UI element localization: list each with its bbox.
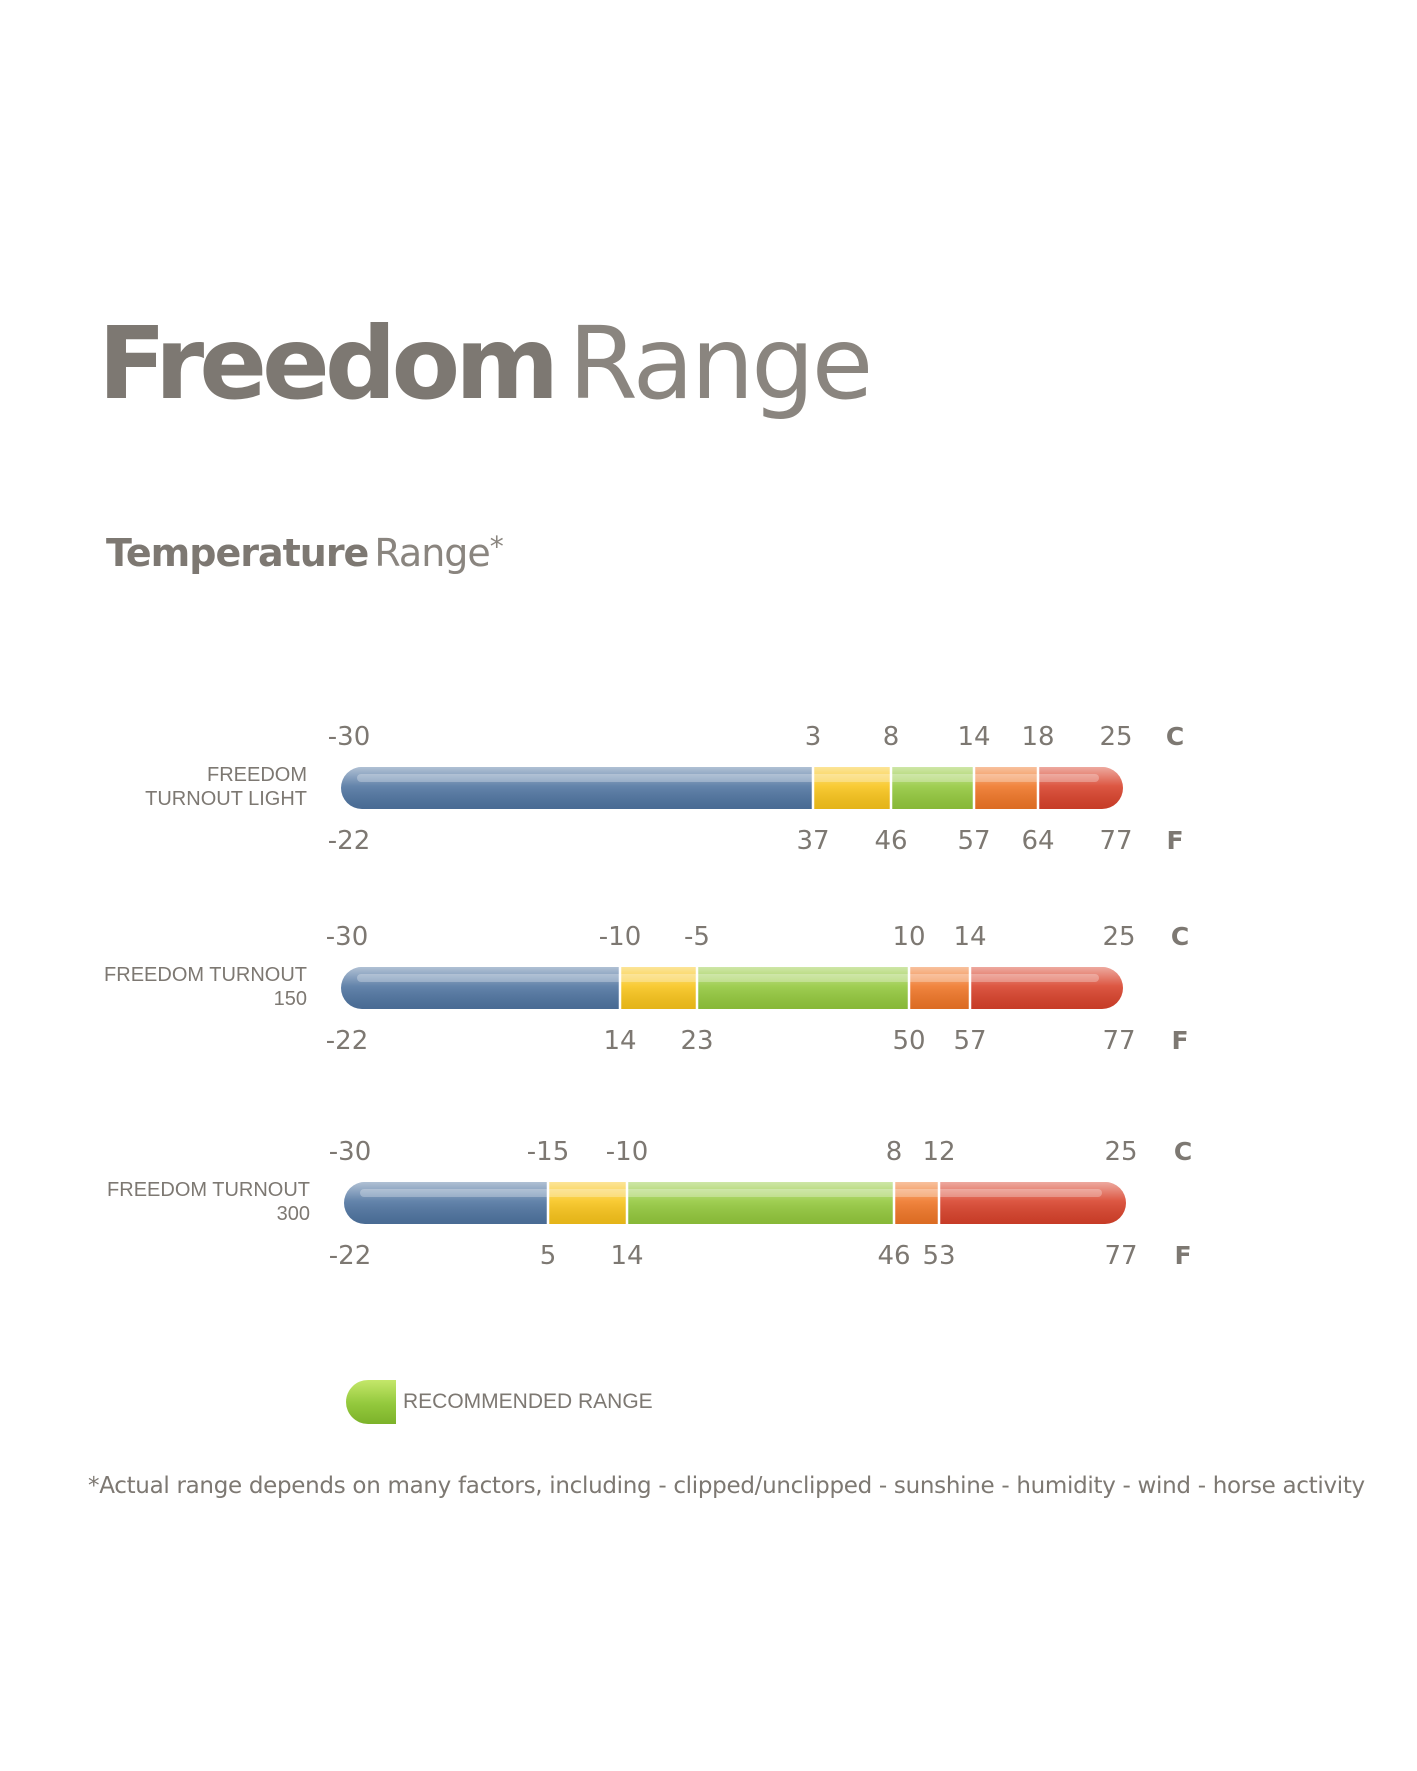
unit-label-fahrenheit: F	[1166, 826, 1183, 855]
celsius-tick-label: 18	[1021, 722, 1054, 752]
fahrenheit-tick-label: 64	[1021, 826, 1054, 856]
fahrenheit-tick-label: 5	[540, 1241, 557, 1271]
legend-label: RECOMMENDED RANGE	[403, 1390, 653, 1413]
fahrenheit-tick-label: 23	[680, 1026, 713, 1056]
row-label: FREEDOM TURNOUT	[104, 964, 307, 986]
subtitle-bold: Temperature	[106, 531, 369, 575]
fahrenheit-tick-label: -22	[328, 826, 370, 856]
title-light: Range	[568, 305, 873, 422]
fahrenheit-tick-label: -22	[326, 1026, 368, 1056]
celsius-tick-label: -30	[329, 1137, 371, 1167]
chart-subtitle: Temperature Range*	[106, 530, 504, 575]
range-bar	[344, 1182, 1126, 1224]
subtitle-light: Range	[374, 531, 490, 575]
celsius-tick-label: 25	[1099, 722, 1132, 752]
celsius-tick-label: 8	[883, 722, 900, 752]
celsius-tick-label: 8	[886, 1137, 903, 1167]
bar-gloss	[344, 1182, 1126, 1224]
footnote: *Actual range depends on many factors, i…	[88, 1473, 1365, 1499]
fahrenheit-tick-label: 46	[874, 826, 907, 856]
fahrenheit-tick-label: 14	[603, 1026, 636, 1056]
bar-highlight	[360, 1189, 1102, 1197]
unit-label-fahrenheit: F	[1171, 1026, 1188, 1055]
subtitle-footnote-mark: *	[489, 530, 504, 563]
row-label: FREEDOM	[207, 764, 307, 786]
unit-label-celsius: C	[1174, 1137, 1192, 1166]
title-bold: Freedom	[98, 305, 559, 422]
unit-label-fahrenheit: F	[1174, 1241, 1191, 1270]
fahrenheit-tick-label: -22	[329, 1241, 371, 1271]
fahrenheit-tick-label: 77	[1099, 826, 1132, 856]
fahrenheit-tick-label: 57	[953, 1026, 986, 1056]
celsius-tick-label: 10	[892, 922, 925, 952]
row-label: TURNOUT LIGHT	[145, 788, 307, 810]
fahrenheit-tick-label: 50	[892, 1026, 925, 1056]
celsius-tick-label: -30	[326, 922, 368, 952]
bar-highlight	[357, 774, 1099, 782]
fahrenheit-tick-label: 37	[796, 826, 829, 856]
fahrenheit-tick-label: 57	[957, 826, 990, 856]
celsius-tick-label: -10	[606, 1137, 648, 1167]
fahrenheit-tick-label: 14	[610, 1241, 643, 1271]
celsius-tick-label: -15	[527, 1137, 569, 1167]
fahrenheit-tick-label: 77	[1102, 1026, 1135, 1056]
bar-gloss	[341, 767, 1123, 809]
celsius-tick-label: -10	[599, 922, 641, 952]
celsius-tick-label: 12	[922, 1137, 955, 1167]
legend-swatch-recommended	[346, 1380, 396, 1424]
bar-highlight	[357, 974, 1099, 982]
row-label: 300	[277, 1203, 310, 1225]
celsius-tick-label: 14	[953, 922, 986, 952]
fahrenheit-tick-label: 53	[922, 1241, 955, 1271]
range-bar	[341, 767, 1123, 809]
unit-label-celsius: C	[1171, 922, 1189, 951]
range-bar	[341, 967, 1123, 1009]
row-label: 150	[274, 988, 307, 1010]
fahrenheit-tick-label: 77	[1104, 1241, 1137, 1271]
celsius-tick-label: -30	[328, 722, 370, 752]
celsius-tick-label: -5	[684, 922, 710, 952]
celsius-tick-label: 25	[1104, 1137, 1137, 1167]
celsius-tick-label: 25	[1102, 922, 1135, 952]
chart-title: Freedom Range	[98, 305, 873, 435]
row-label: FREEDOM TURNOUT	[107, 1179, 310, 1201]
celsius-tick-label: 14	[957, 722, 990, 752]
bar-gloss	[341, 967, 1123, 1009]
unit-label-celsius: C	[1166, 722, 1184, 751]
celsius-tick-label: 3	[805, 722, 822, 752]
fahrenheit-tick-label: 46	[877, 1241, 910, 1271]
